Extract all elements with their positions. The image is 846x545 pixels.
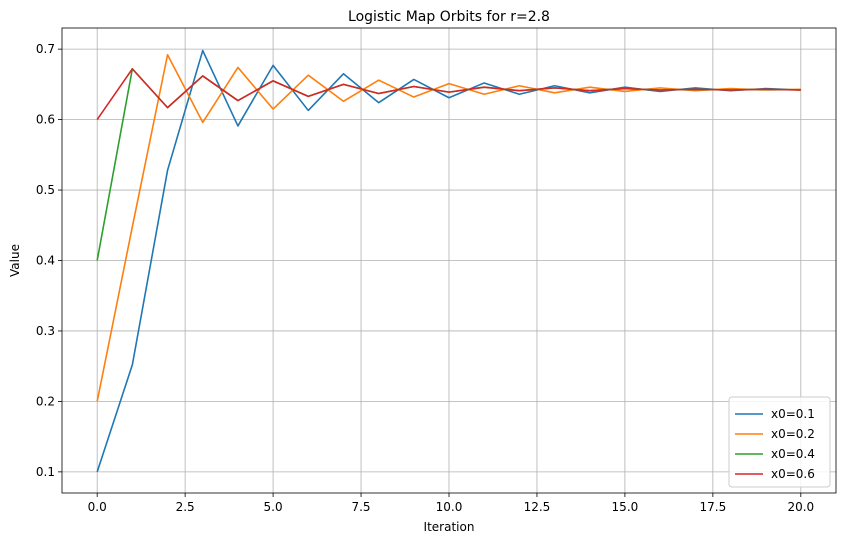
chart-title: Logistic Map Orbits for r=2.8 <box>348 9 550 25</box>
x-tick-label: 10.0 <box>436 500 463 514</box>
y-tick-label: 0.5 <box>36 183 55 197</box>
legend-box <box>728 396 831 488</box>
x-axis-ticks: 0.0 2.5 5.0 7.5 10.0 12.5 15.0 17.5 20.0 <box>88 493 814 514</box>
x-tick-label: 12.5 <box>524 500 551 514</box>
series-line-x0-0-6 <box>96 68 801 121</box>
x-axis-title: Iteration <box>424 520 475 534</box>
x-tick-label: 0.0 <box>88 500 107 514</box>
x-tick-label: 17.5 <box>700 500 727 514</box>
y-tick-label: 0.1 <box>36 465 55 479</box>
y-axis-title: Value <box>8 244 22 277</box>
x-tick-label: 7.5 <box>351 500 370 514</box>
y-axis-ticks: 0.1 0.2 0.3 0.4 0.5 0.6 0.7 <box>36 42 62 479</box>
y-tick-label: 0.6 <box>36 113 55 127</box>
x-tick-label: 20.0 <box>787 500 814 514</box>
series-lines <box>96 49 801 473</box>
legend-label: x0=0.2 <box>771 427 815 441</box>
y-tick-label: 0.2 <box>36 394 55 408</box>
y-tick-label: 0.4 <box>36 254 55 268</box>
x-tick-label: 15.0 <box>612 500 639 514</box>
legend-label: x0=0.6 <box>771 467 815 481</box>
legend: x0=0.1 x0=0.2 x0=0.4 x0=0.6 <box>728 396 831 488</box>
legend-label: x0=0.4 <box>771 447 815 461</box>
y-tick-label: 0.3 <box>36 324 55 338</box>
x-tick-label: 2.5 <box>176 500 195 514</box>
legend-label: x0=0.1 <box>771 407 815 421</box>
grid <box>62 28 836 493</box>
y-tick-label: 0.7 <box>36 42 55 56</box>
x-tick-label: 5.0 <box>264 500 283 514</box>
